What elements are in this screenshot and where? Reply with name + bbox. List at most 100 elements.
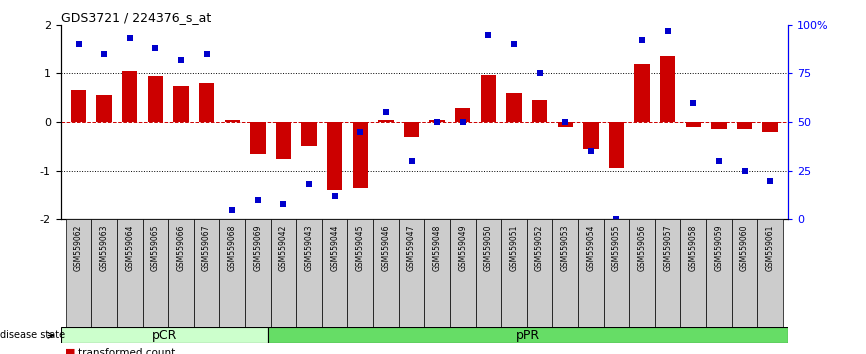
Bar xyxy=(143,219,168,329)
Text: GSM559042: GSM559042 xyxy=(279,225,288,272)
Bar xyxy=(347,219,373,329)
Bar xyxy=(583,122,598,149)
Bar xyxy=(481,75,496,122)
Bar xyxy=(219,219,245,329)
Text: GSM559065: GSM559065 xyxy=(151,225,160,272)
Point xyxy=(148,45,162,51)
Text: GSM559066: GSM559066 xyxy=(177,225,185,272)
Bar xyxy=(327,122,342,190)
Bar xyxy=(301,122,317,147)
Bar xyxy=(578,219,604,329)
Text: GSM559069: GSM559069 xyxy=(254,225,262,272)
Point xyxy=(763,178,777,183)
Point xyxy=(379,110,393,115)
Point xyxy=(507,41,521,47)
Bar xyxy=(681,219,706,329)
Bar xyxy=(250,122,266,154)
Text: GSM559058: GSM559058 xyxy=(688,225,698,272)
Point xyxy=(712,158,726,164)
Bar xyxy=(732,219,758,329)
Point xyxy=(456,119,469,125)
Point xyxy=(225,207,239,212)
Text: transformed count: transformed count xyxy=(78,348,175,354)
Point xyxy=(251,197,265,203)
Point xyxy=(661,28,675,33)
Bar xyxy=(532,100,547,122)
Text: GSM559061: GSM559061 xyxy=(766,225,774,272)
Point xyxy=(97,51,111,57)
Bar xyxy=(168,219,194,329)
Bar xyxy=(275,122,291,159)
Text: GSM559044: GSM559044 xyxy=(330,225,339,272)
Bar xyxy=(378,120,394,122)
Point xyxy=(738,168,752,173)
Text: GSM559051: GSM559051 xyxy=(509,225,519,272)
Bar xyxy=(450,219,475,329)
Text: GSM559043: GSM559043 xyxy=(305,225,313,272)
Bar xyxy=(268,327,788,343)
Point xyxy=(687,100,701,105)
Bar xyxy=(398,219,424,329)
Point xyxy=(430,119,444,125)
Text: GSM559053: GSM559053 xyxy=(560,225,570,272)
Bar xyxy=(66,219,91,329)
Bar xyxy=(635,64,650,122)
Bar xyxy=(501,219,527,329)
Bar xyxy=(630,219,655,329)
Bar xyxy=(71,91,87,122)
Bar xyxy=(404,122,419,137)
Text: GSM559063: GSM559063 xyxy=(100,225,108,272)
Point xyxy=(533,70,546,76)
Text: disease state: disease state xyxy=(0,330,65,341)
Bar xyxy=(609,122,624,169)
Point xyxy=(276,201,290,207)
Bar xyxy=(61,327,268,343)
Bar xyxy=(424,219,450,329)
Bar xyxy=(686,122,701,127)
Bar xyxy=(245,219,271,329)
Text: GSM559057: GSM559057 xyxy=(663,225,672,272)
Bar xyxy=(199,83,214,122)
Text: GDS3721 / 224376_s_at: GDS3721 / 224376_s_at xyxy=(61,11,210,24)
Text: GSM559046: GSM559046 xyxy=(381,225,391,272)
Point xyxy=(635,38,649,43)
Text: GSM559060: GSM559060 xyxy=(740,225,749,272)
Bar xyxy=(296,219,322,329)
Bar xyxy=(558,122,573,127)
Bar xyxy=(758,219,783,329)
Text: GSM559067: GSM559067 xyxy=(202,225,211,272)
Point xyxy=(200,51,214,57)
Bar xyxy=(194,219,219,329)
Bar xyxy=(507,93,521,122)
Point xyxy=(584,149,598,154)
Point xyxy=(353,129,367,135)
Point xyxy=(559,119,572,125)
Bar xyxy=(373,219,398,329)
Bar xyxy=(475,219,501,329)
Point xyxy=(72,41,86,47)
Point xyxy=(123,35,137,41)
Bar xyxy=(96,95,112,122)
Text: GSM559050: GSM559050 xyxy=(484,225,493,272)
Text: GSM559048: GSM559048 xyxy=(433,225,442,272)
Bar xyxy=(553,219,578,329)
Bar xyxy=(173,86,189,122)
Bar xyxy=(660,56,675,122)
Point xyxy=(610,217,624,222)
Bar xyxy=(762,122,778,132)
Bar xyxy=(322,219,347,329)
Point xyxy=(302,182,316,187)
Bar xyxy=(737,122,753,130)
Point xyxy=(404,158,418,164)
Bar xyxy=(117,219,143,329)
Text: GSM559059: GSM559059 xyxy=(714,225,723,272)
Bar xyxy=(655,219,681,329)
Bar xyxy=(148,76,163,122)
Point xyxy=(481,32,495,37)
Bar xyxy=(271,219,296,329)
Text: GSM559052: GSM559052 xyxy=(535,225,544,272)
Text: GSM559068: GSM559068 xyxy=(228,225,236,272)
Bar xyxy=(706,219,732,329)
Bar xyxy=(711,122,727,130)
Bar xyxy=(430,120,445,122)
